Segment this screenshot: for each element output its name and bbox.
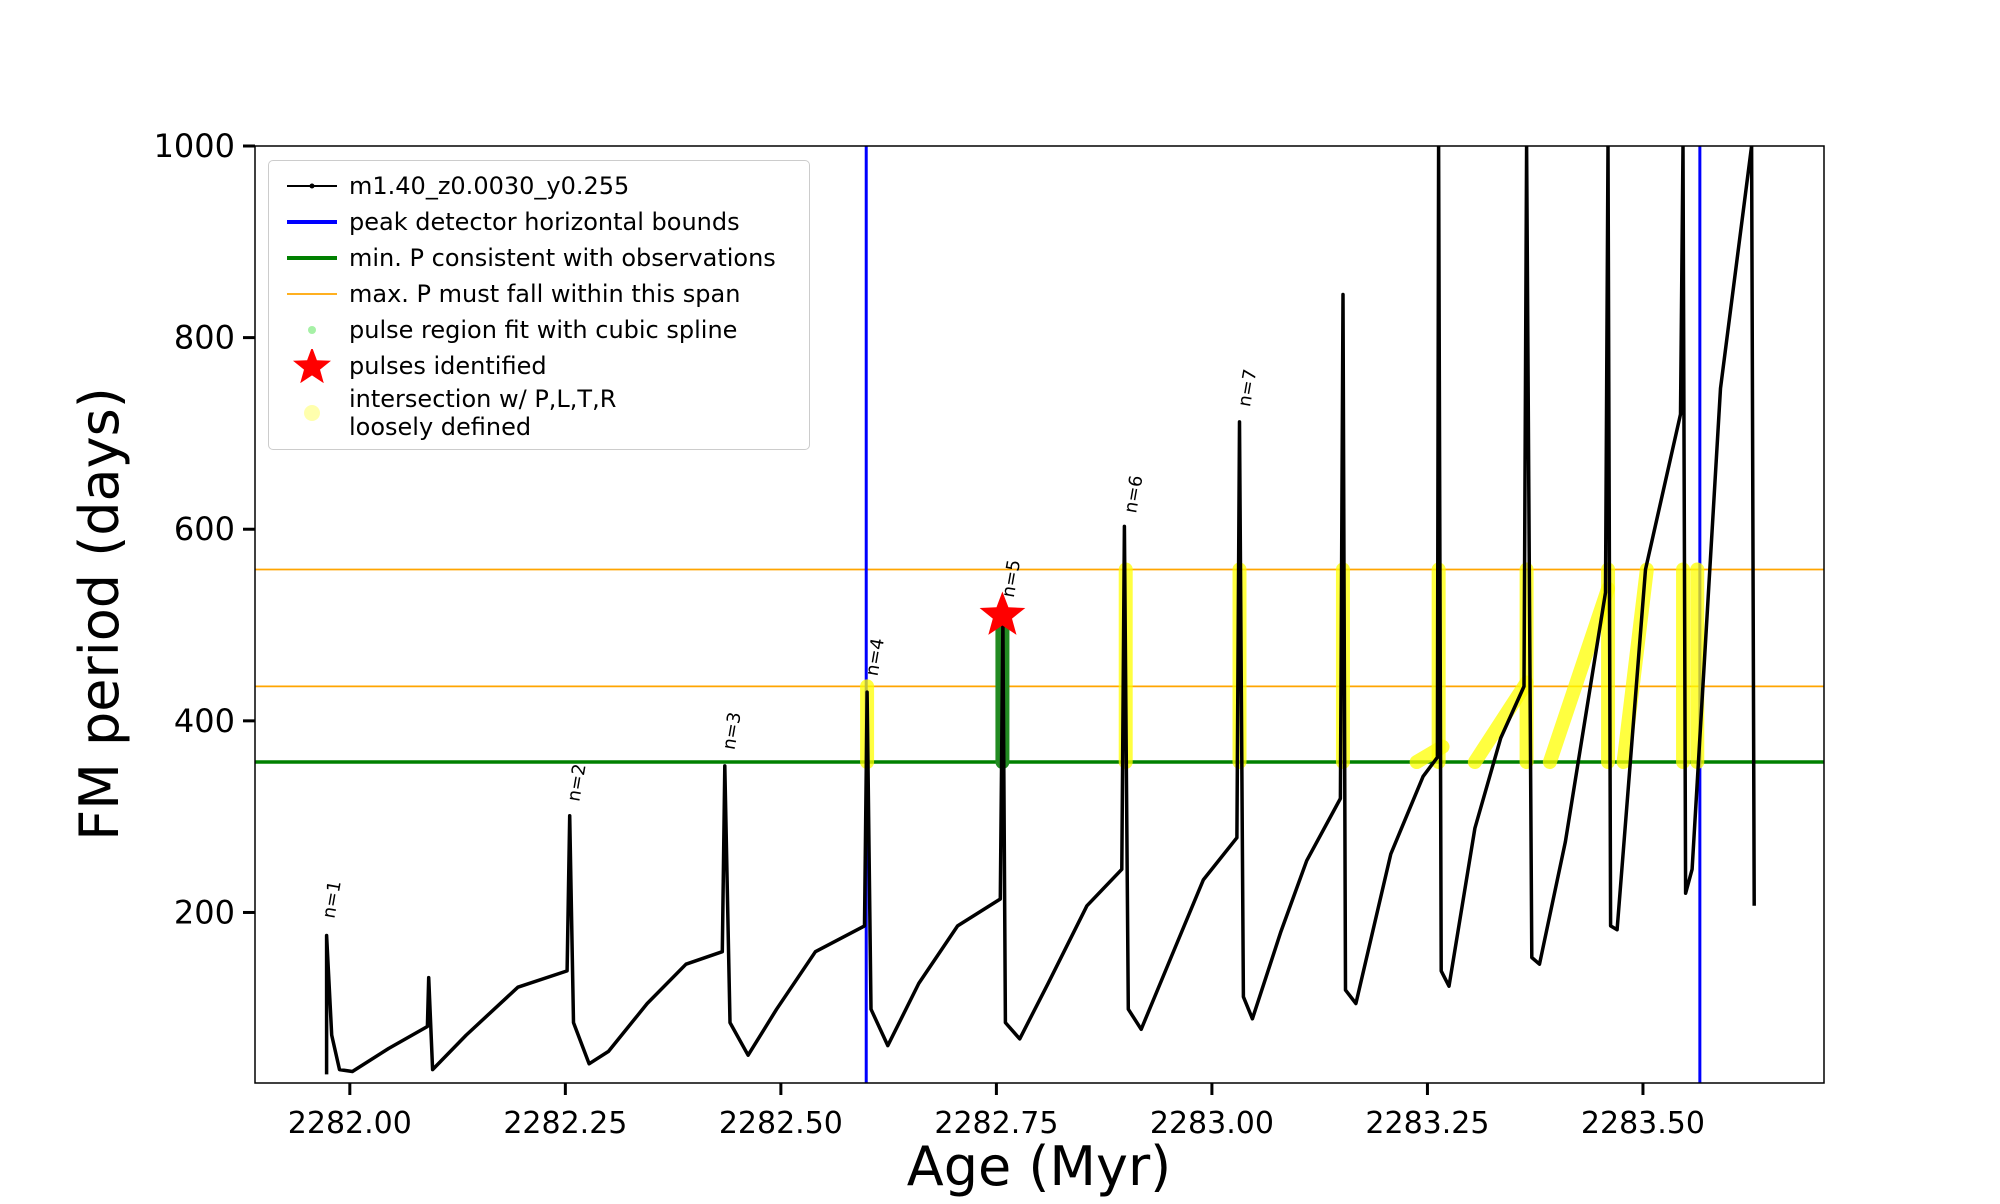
- data-line: [324, 146, 1756, 1075]
- legend-label: max. P must fall within this span: [349, 280, 741, 308]
- legend-entry: intersection w/ P,L,T,R loosely defined: [269, 385, 809, 441]
- x-tick-label: 2282.75: [934, 1106, 1058, 1141]
- x-tick-label: 2282.50: [719, 1106, 843, 1141]
- x-axis-label: Age (Myr): [907, 1135, 1172, 1198]
- legend-label: peak detector horizontal bounds: [349, 208, 740, 236]
- pulse-label: n=1: [319, 879, 346, 920]
- legend-entry: m1.40_z0.0030_y0.255: [269, 169, 809, 203]
- legend-symbol: [304, 405, 320, 421]
- pulse-label: n=7: [1234, 367, 1261, 408]
- legend-marker: [287, 183, 337, 189]
- legend-symbol: [309, 183, 315, 189]
- plot-frame: [254, 145, 1825, 1084]
- y-tick-label: 200: [174, 893, 235, 931]
- plot-area: [255, 146, 1824, 1083]
- y-tick-label: 1000: [154, 127, 235, 165]
- legend-entry: pulse region fit with cubic spline: [269, 313, 809, 347]
- pulse-star: [979, 591, 1026, 635]
- legend-marker: [287, 293, 337, 295]
- legend-label: pulses identified: [349, 352, 547, 380]
- legend-label: min. P consistent with observations: [349, 244, 776, 272]
- legend-marker: [287, 256, 337, 260]
- legend-marker: [308, 326, 316, 334]
- pulse-label: n=2: [563, 762, 590, 803]
- x-tick-label: 2282.00: [288, 1106, 412, 1141]
- legend-symbol: [308, 326, 316, 334]
- pulse-label: n=5: [998, 558, 1025, 599]
- legend-marker: [293, 349, 331, 383]
- legend-symbol: [293, 349, 331, 383]
- y-tick-label: 400: [174, 702, 235, 740]
- legend-marker: [304, 405, 320, 421]
- y-axis-label: FM period (days): [68, 387, 131, 841]
- x-tick-label: 2283.25: [1365, 1106, 1489, 1141]
- highlight-segment: [1542, 581, 1616, 770]
- x-tick-label: 2283.50: [1581, 1106, 1705, 1141]
- y-tick-label: 800: [174, 319, 235, 357]
- legend-entry: min. P consistent with observations: [269, 241, 809, 275]
- pulse-label: n=6: [1120, 474, 1147, 515]
- legend-entry: pulses identified: [269, 349, 809, 383]
- legend-label: intersection w/ P,L,T,R loosely defined: [349, 385, 617, 441]
- legend-label: m1.40_z0.0030_y0.255: [349, 172, 630, 200]
- legend-label: pulse region fit with cubic spline: [349, 316, 738, 344]
- legend-marker: [287, 220, 337, 224]
- legend-entry: max. P must fall within this span: [269, 277, 809, 311]
- x-tick-label: 2282.25: [503, 1106, 627, 1141]
- pulse-label: n=3: [719, 710, 746, 751]
- legend-entry: peak detector horizontal bounds: [269, 205, 809, 239]
- y-tick-label: 600: [174, 510, 235, 548]
- x-tick-label: 2283.00: [1150, 1106, 1274, 1141]
